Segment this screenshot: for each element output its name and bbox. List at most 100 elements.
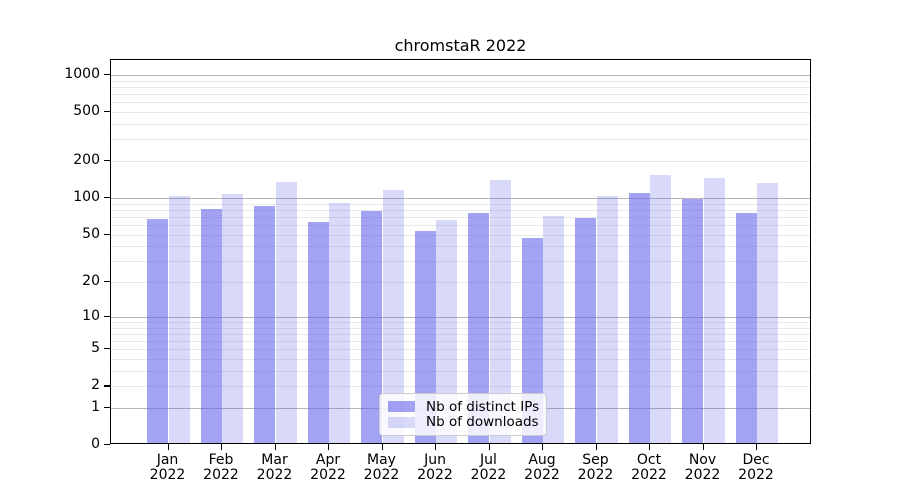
x-tick-mark (702, 444, 704, 451)
bar-distinct-ips (682, 198, 704, 443)
x-tick-month: Aug (528, 452, 556, 469)
bar-distinct-ips (361, 210, 383, 443)
bar-downloads (168, 195, 190, 443)
grid-line-minor (111, 234, 810, 236)
x-tick-label: Mar 2022 (245, 453, 305, 483)
y-tick-label: 1 (91, 399, 100, 416)
x-tick-mark (488, 444, 490, 451)
y-tick-label: 5 (91, 340, 100, 357)
x-tick-year: 2022 (577, 467, 614, 484)
bar-distinct-ips (468, 213, 490, 443)
grid-line-minor (111, 261, 810, 263)
bar-downloads (222, 194, 244, 443)
x-tick-mark (328, 444, 330, 451)
y-tick-label: 500 (73, 103, 100, 120)
x-tick-mark (595, 444, 597, 451)
grid-line-minor (111, 112, 810, 114)
legend-item: Nb of downloads (388, 414, 539, 431)
y-tick-label: 0 (91, 436, 100, 453)
legend-swatch-downloads (388, 416, 415, 428)
y-tick-label: 20 (82, 273, 100, 290)
x-tick-label: Feb 2022 (191, 453, 251, 483)
grid-line-major (111, 197, 810, 199)
y-tick-label: 50 (82, 225, 100, 242)
x-tick-month: Sep (582, 452, 609, 469)
grid-line-minor (111, 124, 810, 126)
grid-line-minor (111, 333, 810, 335)
x-tick-mark (435, 444, 437, 451)
bar-distinct-ips (414, 231, 436, 443)
x-tick-year: 2022 (470, 467, 507, 484)
bar-downloads (436, 220, 458, 443)
grid-line-minor (111, 349, 810, 351)
x-tick-label: Aug 2022 (512, 453, 572, 483)
grid-line-minor (111, 80, 810, 82)
grid-line-major (111, 75, 810, 77)
x-tick-year: 2022 (417, 467, 453, 484)
bar-distinct-ips (147, 219, 169, 443)
plot-area: Nb of distinct IPs Nb of downloads (110, 59, 811, 444)
x-tick-label: Apr 2022 (298, 453, 358, 483)
grid-line-minor (111, 386, 810, 388)
grid-line-minor (111, 102, 810, 104)
grid-line-minor (111, 327, 810, 329)
y-tick-label: 200 (73, 152, 100, 169)
x-tick-mark (756, 444, 758, 451)
legend: Nb of distinct IPs Nb of downloads (379, 393, 547, 436)
grid-line-minor (111, 282, 810, 284)
x-tick-month: Oct (636, 452, 662, 469)
x-tick-month: Jun (424, 452, 446, 469)
grid-line-minor (111, 86, 810, 88)
bar-downloads (543, 216, 565, 443)
bar-distinct-ips (735, 213, 757, 443)
x-tick-year: 2022 (738, 467, 774, 484)
y-tick-label: 1000 (64, 66, 100, 83)
grid-line-minor (111, 209, 810, 211)
x-tick-label: Jun 2022 (405, 453, 465, 483)
y-tick-mark (104, 444, 110, 446)
x-tick-year: 2022 (363, 467, 400, 484)
bar-downloads (596, 195, 618, 443)
x-tick-label: Jul 2022 (459, 453, 519, 483)
grid-line-minor (111, 321, 810, 323)
x-tick-year: 2022 (524, 467, 560, 484)
grid-line-minor (111, 203, 810, 205)
x-tick-month: Dec (742, 452, 770, 469)
legend-label: Nb of downloads (426, 414, 539, 431)
plot-canvas (111, 60, 810, 443)
grid-line-major (111, 316, 810, 318)
grid-line-minor (111, 161, 810, 163)
x-tick-label: May 2022 (352, 453, 412, 483)
y-tick-label: 100 (73, 188, 100, 205)
bar-distinct-ips (307, 221, 329, 443)
x-tick-year: 2022 (203, 467, 239, 484)
x-tick-month: Feb (208, 452, 234, 469)
grid-line-minor (111, 246, 810, 248)
x-tick-month: Jul (480, 452, 497, 469)
bar-distinct-ips (200, 208, 222, 443)
x-tick-month: Apr (315, 452, 341, 469)
grid-line-minor (111, 341, 810, 342)
bar-downloads (329, 203, 351, 443)
x-tick-label: Sep 2022 (566, 453, 626, 483)
bar-downloads (489, 179, 511, 443)
x-tick-month: Mar (261, 452, 288, 469)
bar-distinct-ips (254, 205, 276, 443)
x-tick-mark (167, 444, 169, 451)
legend-item: Nb of distinct IPs (388, 399, 539, 415)
x-tick-month: Jan (156, 452, 179, 469)
x-tick-label: Jan 2022 (138, 453, 198, 483)
grid-line-minor (111, 359, 810, 361)
y-tick-label: 2 (91, 377, 100, 394)
grid-line-minor (111, 371, 810, 372)
x-tick-label: Dec 2022 (726, 453, 786, 483)
x-tick-mark (221, 444, 223, 451)
grid-line-minor (111, 139, 810, 141)
bar-downloads (382, 189, 404, 443)
x-tick-year: 2022 (310, 467, 346, 484)
bar-distinct-ips (628, 193, 650, 443)
x-tick-label: Nov 2022 (673, 453, 733, 483)
y-tick-label: 10 (82, 307, 100, 324)
legend-swatch-distinct-ips (388, 401, 415, 413)
grid-line-minor (111, 216, 810, 218)
